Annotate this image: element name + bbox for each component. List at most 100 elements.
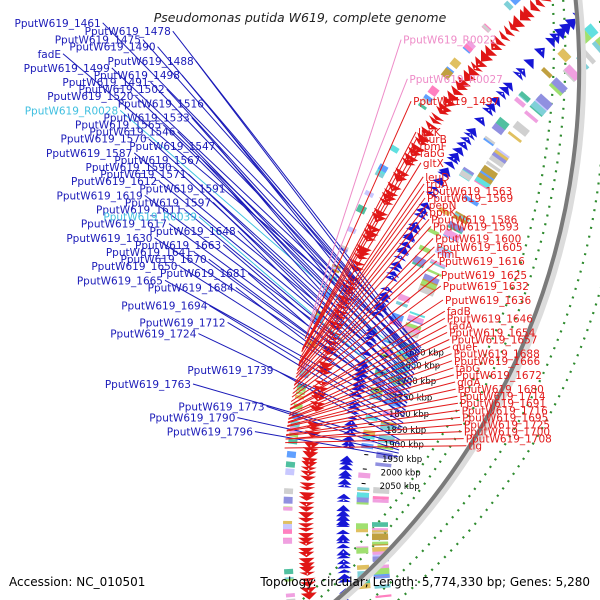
- left-gene-label[interactable]: PputW619_1790: [149, 413, 235, 425]
- right-gene-label[interactable]: gltX: [423, 158, 444, 170]
- right-gene-label[interactable]: PputW619_1654: [449, 327, 535, 339]
- right-gene-label[interactable]: fadA: [449, 320, 474, 332]
- label-leader: [287, 388, 456, 427]
- left-gene-label[interactable]: PputW619_1547: [129, 141, 215, 153]
- left-gene-label[interactable]: PputW619_1591: [139, 183, 225, 195]
- left-gene-label[interactable]: PputW619_1681: [160, 268, 246, 280]
- left-gene-label[interactable]: PputW619_1763: [105, 379, 191, 391]
- right-gene-label[interactable]: PputW619_1625: [441, 270, 527, 282]
- right-gene-label[interactable]: fadB: [447, 306, 471, 318]
- left-gene-label[interactable]: PputW619_1650: [91, 261, 177, 273]
- feature-block-mid: [484, 135, 496, 145]
- left-gene-label[interactable]: PputW619_1619: [57, 190, 143, 202]
- right-gene-label[interactable]: fabG: [420, 148, 445, 160]
- left-gene-label[interactable]: PputW619_1590: [86, 162, 172, 174]
- left-gene-label[interactable]: PputW619_1617: [81, 219, 167, 231]
- right-gene-label[interactable]: PputW619_1716: [462, 405, 548, 417]
- left-gene-label[interactable]: PputW619_1570: [61, 134, 147, 146]
- right-gene-label[interactable]: PputW619_1632: [443, 281, 529, 293]
- right-gene-label[interactable]: leuD: [425, 172, 449, 184]
- feature-block-mid: [557, 48, 572, 63]
- right-gene-label[interactable]: PputW619_R0022: [403, 35, 496, 47]
- right-gene-label[interactable]: rlmL: [437, 249, 460, 261]
- left-gene-label[interactable]: PputW619_1546: [89, 127, 175, 139]
- reverse-gene-arrow: [298, 512, 315, 519]
- right-gene-label[interactable]: murB: [418, 134, 446, 146]
- left-gene-label[interactable]: PputW619_1611: [96, 205, 182, 217]
- right-gene-label[interactable]: PputW619_1680: [458, 384, 544, 396]
- left-gene-label[interactable]: PputW619_1597: [125, 197, 211, 209]
- left-gene-label[interactable]: PputW619_1488: [108, 56, 194, 68]
- feature-block-right: [284, 568, 294, 575]
- left-gene-label[interactable]: PputW619_1712: [139, 317, 225, 329]
- left-gene-label[interactable]: PputW619_1490: [69, 42, 155, 54]
- left-gene-label[interactable]: PputW619_1533: [104, 113, 190, 125]
- left-gene-label[interactable]: PputW619_1663: [135, 240, 221, 252]
- right-gene-label[interactable]: pepN: [429, 200, 457, 212]
- right-gene-label[interactable]: PputW619_1563: [426, 186, 512, 198]
- right-gene-label[interactable]: PputW619_1700: [464, 427, 550, 439]
- left-gene-label[interactable]: PputW619_1502: [79, 84, 165, 96]
- right-gene-label[interactable]: PputW619_1636: [445, 295, 531, 307]
- left-gene-label[interactable]: PputW619_1587: [46, 148, 132, 160]
- left-gene-label[interactable]: PputW619_1739: [187, 365, 273, 377]
- right-gene-label[interactable]: PputW619_1605: [436, 242, 522, 254]
- right-gene-label[interactable]: PputW619_1646: [447, 313, 533, 325]
- right-gene-label[interactable]: PputW619_1691: [460, 398, 546, 410]
- right-gene-label[interactable]: PputW619_R0027: [409, 74, 502, 86]
- feature-block-outer: [551, 77, 568, 94]
- feature-block-right: [464, 40, 476, 52]
- right-gene-label[interactable]: PputW619_1600: [435, 233, 521, 245]
- left-gene-label[interactable]: PputW619_1796: [167, 427, 253, 439]
- left-gene-label[interactable]: PputW619_1648: [150, 226, 236, 238]
- left-gene-label[interactable]: PputW619_1565: [75, 120, 161, 132]
- left-gene-label[interactable]: PputW619_1491: [62, 77, 148, 89]
- left-gene-label[interactable]: PputW619_1520: [47, 91, 133, 103]
- right-gene-label[interactable]: PputW619_1672: [456, 370, 542, 382]
- right-gene-label[interactable]: tig: [468, 441, 482, 453]
- left-gene-label[interactable]: PputW619_1499: [24, 63, 110, 75]
- left-gene-label[interactable]: PputW619_1571: [100, 169, 186, 181]
- left-gene-label[interactable]: PputW619_R0039: [103, 212, 196, 224]
- left-gene-label[interactable]: PputW619_1641: [106, 247, 192, 259]
- left-gene-label[interactable]: PputW619_1724: [110, 329, 196, 341]
- right-gene-label[interactable]: ppnK: [429, 207, 457, 219]
- right-gene-label[interactable]: queF: [452, 342, 478, 354]
- left-gene-label[interactable]: PputW619_1684: [148, 282, 234, 294]
- left-gene-label[interactable]: PputW619_1694: [121, 301, 207, 313]
- right-gene-label[interactable]: PputW619_1586: [431, 214, 517, 226]
- feature-block-right: [283, 538, 293, 544]
- right-gene-label[interactable]: PputW619_1616: [439, 256, 525, 268]
- left-gene-label[interactable]: PputW619_1516: [118, 98, 204, 110]
- left-gene-label[interactable]: PputW619_1567: [114, 155, 200, 167]
- right-gene-label[interactable]: truA: [426, 179, 449, 191]
- feature-block-outer: [530, 100, 547, 116]
- right-gene-label[interactable]: lpxK: [418, 127, 442, 139]
- right-gene-label[interactable]: PputW619_1714: [459, 391, 545, 403]
- right-gene-label[interactable]: PputW619_1497: [413, 96, 499, 108]
- right-gene-label[interactable]: PputW619_1657: [451, 335, 537, 347]
- right-gene-label[interactable]: PputW619_1708: [466, 434, 552, 446]
- feature-block-outer: [405, 322, 422, 331]
- right-gene-label[interactable]: PputW619_1593: [433, 221, 519, 233]
- left-gene-label[interactable]: PputW619_1461: [15, 18, 101, 30]
- left-gene-label[interactable]: fadE: [38, 49, 61, 61]
- reverse-gene-arrow: [300, 592, 317, 600]
- left-gene-label[interactable]: PputW619_1665: [77, 275, 163, 287]
- right-gene-label[interactable]: fabG: [455, 363, 480, 375]
- left-gene-label[interactable]: PputW619_1475: [55, 35, 141, 47]
- left-gene-label[interactable]: PputW619_1773: [178, 401, 264, 413]
- left-gene-label[interactable]: PputW619_1498: [94, 70, 180, 82]
- right-gene-label[interactable]: PputW619_1725: [464, 420, 550, 432]
- left-gene-label[interactable]: PputW619_1612: [71, 176, 157, 188]
- left-gene-label[interactable]: PputW619_1478: [85, 26, 171, 38]
- left-gene-label[interactable]: PputW619_1630: [66, 233, 152, 245]
- left-gene-label[interactable]: PputW619_R0028: [25, 105, 118, 117]
- right-gene-label[interactable]: PputW619_1695: [462, 412, 548, 424]
- left-gene-label[interactable]: PputW619_1670: [121, 254, 207, 266]
- right-gene-label[interactable]: PputW619_1688: [454, 349, 540, 361]
- right-gene-label[interactable]: PputW619_1666: [454, 356, 540, 368]
- right-gene-label[interactable]: PputW619_1569: [427, 193, 513, 205]
- right-gene-label[interactable]: gldA: [457, 377, 481, 389]
- right-gene-label[interactable]: rpmF: [419, 141, 446, 153]
